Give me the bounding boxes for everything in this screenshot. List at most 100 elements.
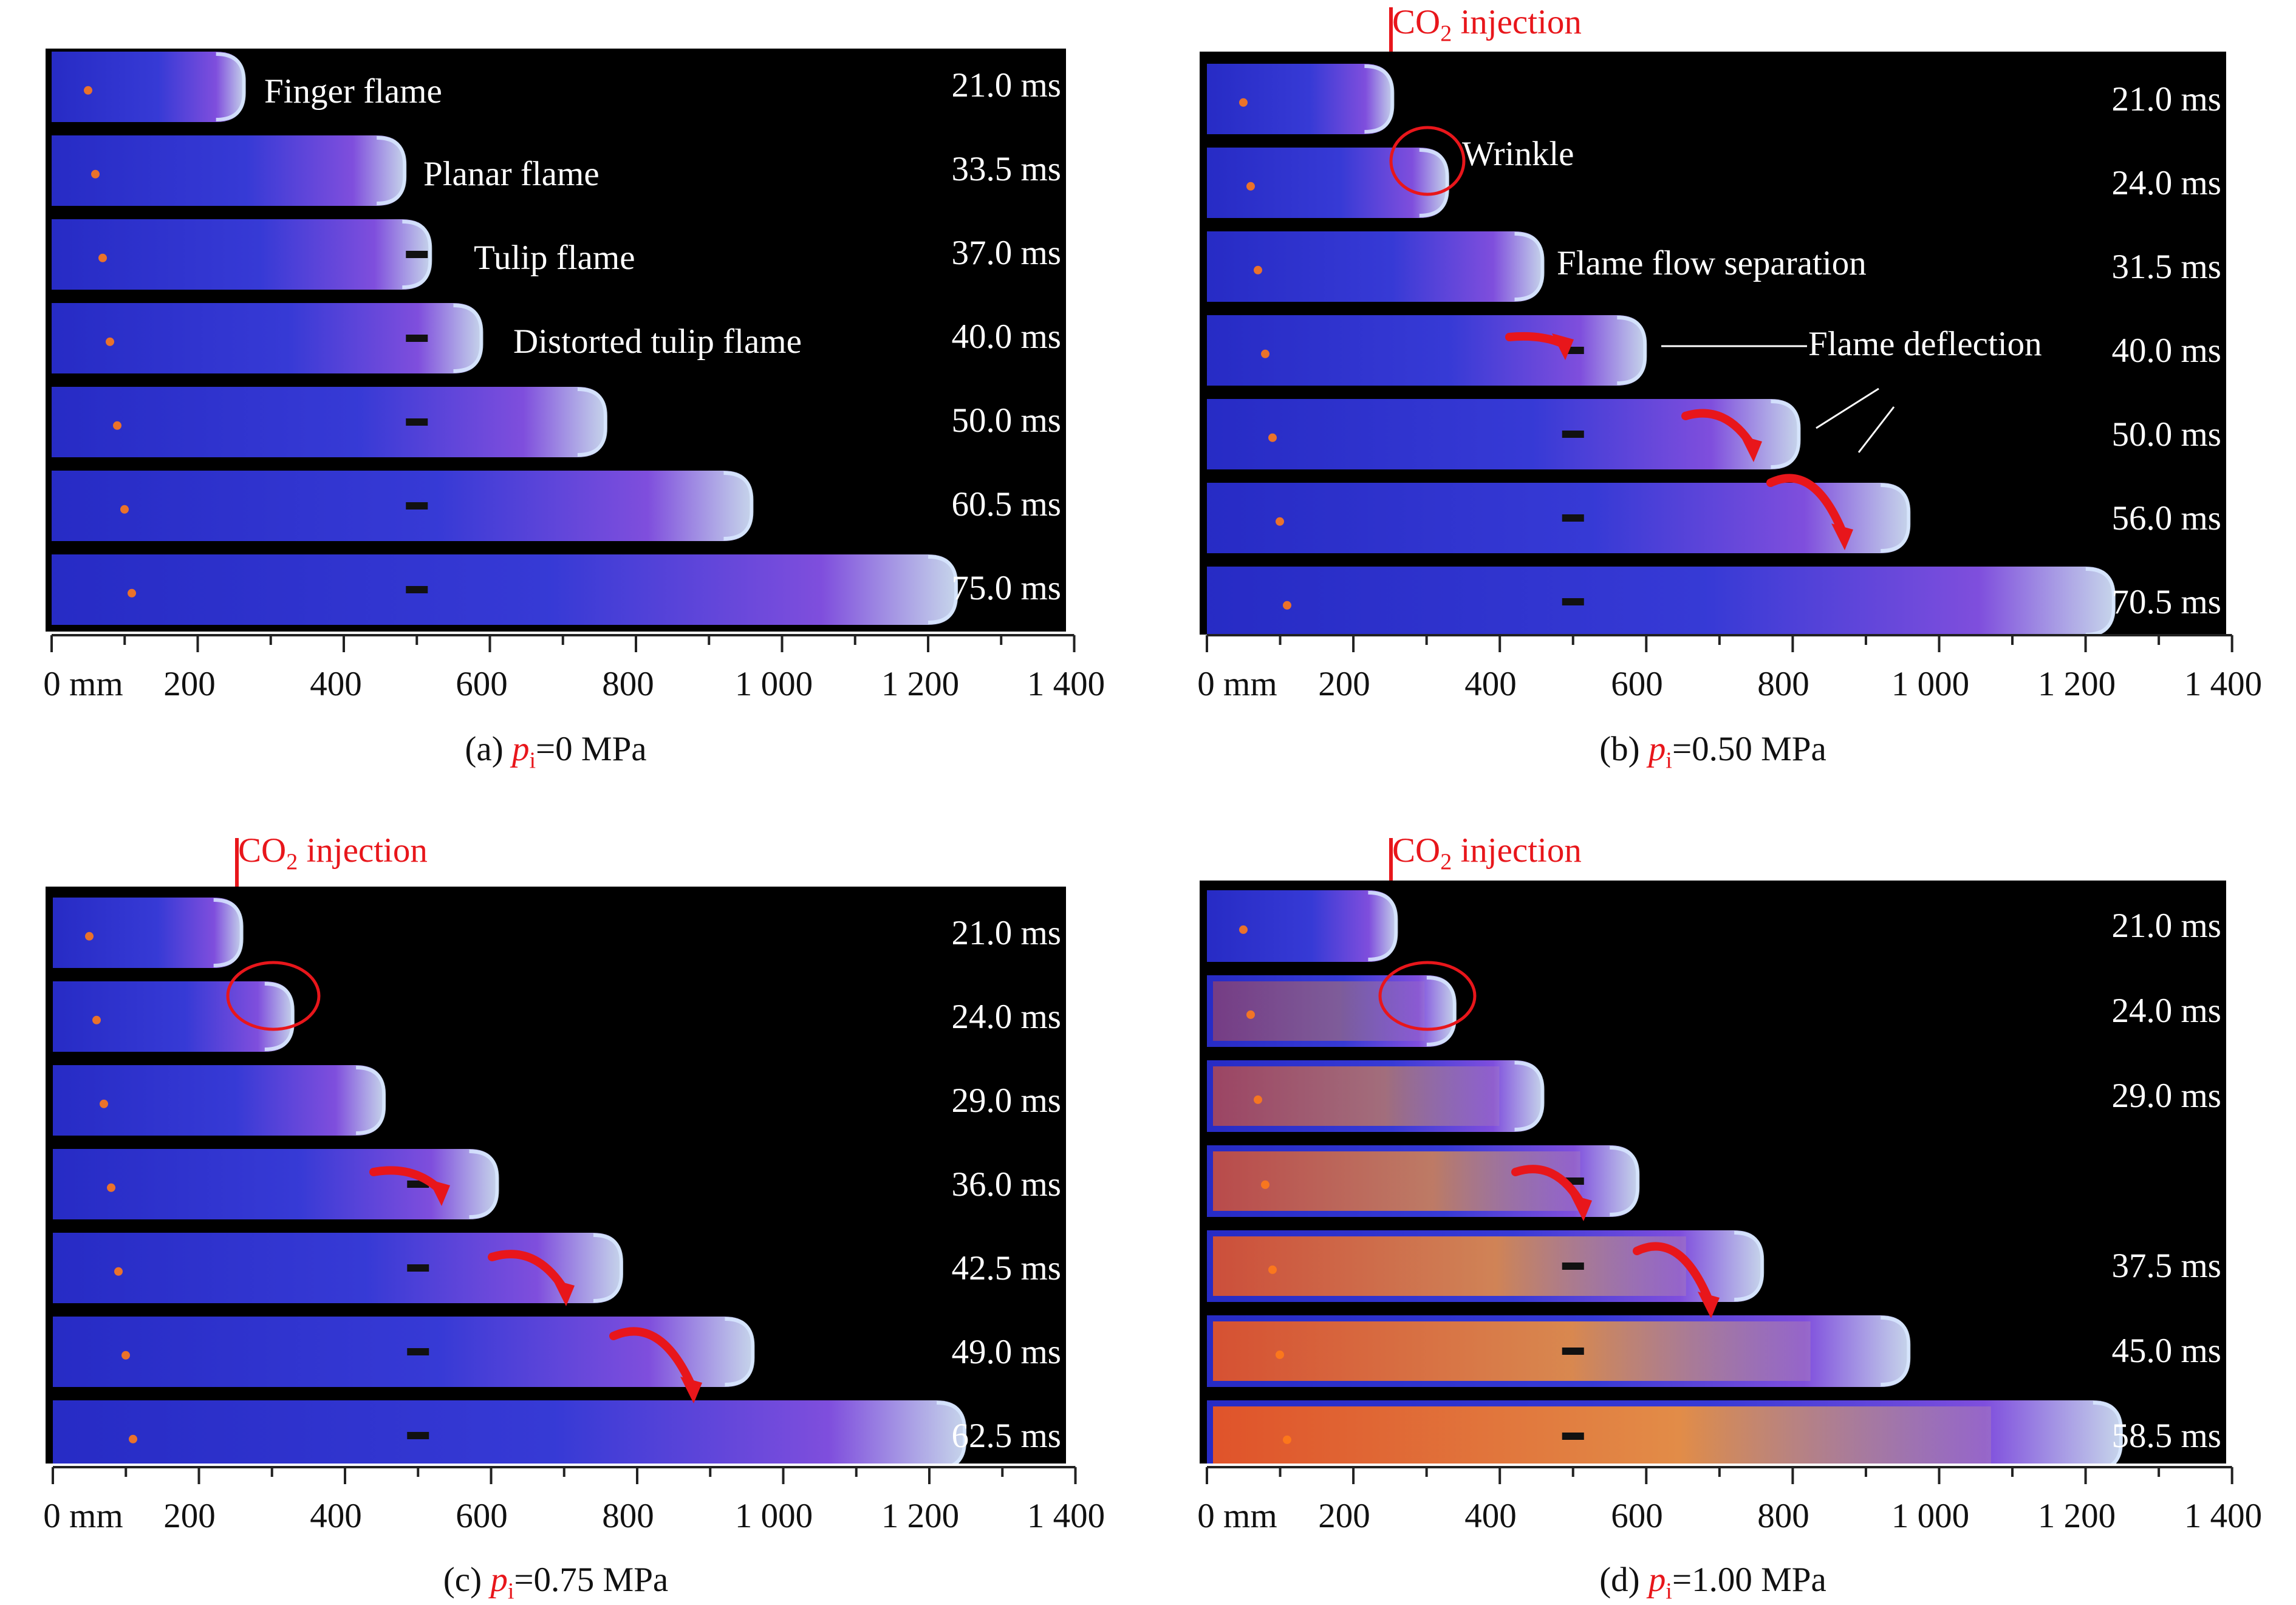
- flame-front: [52, 387, 607, 457]
- leader-line: [1857, 406, 1895, 453]
- time-label: 62.5 ms: [951, 1417, 1061, 1455]
- flame-edge: [1426, 976, 1457, 1046]
- axis-tick-label: 1 000: [734, 665, 813, 703]
- flame-edge: [725, 1317, 755, 1386]
- flame-edge: [1364, 64, 1395, 134]
- flame-front: [1207, 483, 1910, 553]
- flame-front: [52, 52, 245, 122]
- axis-tick-label: 400: [1464, 1497, 1517, 1535]
- tulip-flame-label: Tulip flame: [474, 239, 635, 277]
- hot-spot: [113, 421, 121, 430]
- time-label: 37.0 ms: [951, 234, 1061, 272]
- hot-spot: [106, 337, 114, 346]
- hot-spot: [92, 1015, 101, 1024]
- red-highlight-circle: [1389, 126, 1466, 196]
- time-label: 29.0 ms: [2111, 1077, 2221, 1115]
- caption-value: =0 MPa: [536, 730, 647, 768]
- axis-tick-label: 800: [1757, 665, 1809, 703]
- caption-subscript: i: [529, 748, 536, 774]
- red-arrow-head: [1570, 1194, 1592, 1221]
- hot-spot: [91, 169, 100, 179]
- pressure-sensor-marker: [1562, 598, 1584, 605]
- flame-front: [52, 554, 958, 625]
- hot-spot: [129, 1434, 137, 1443]
- co2-prefix: CO: [1392, 831, 1441, 870]
- time-label: 21.0 ms: [2111, 80, 2221, 118]
- flame-image-a: 21.0 ms 33.5 ms 37.0 ms 40.0 ms 50.0 ms …: [46, 49, 1066, 632]
- flame-image-b: 21.0 ms 24.0 ms 31.5 ms 40.0 ms 50.0 ms …: [1200, 52, 2226, 635]
- flame-edge: [2085, 567, 2116, 635]
- time-label: 56.0 ms: [2111, 499, 2221, 537]
- hot-spot: [1283, 601, 1291, 610]
- flame-edge: [1610, 1146, 1640, 1216]
- flame-edge: [1881, 1316, 1911, 1386]
- hot-spot: [1283, 1435, 1291, 1444]
- flame-edge: [1514, 1061, 1545, 1131]
- leader-line: [1816, 387, 1879, 429]
- axis-tick-label: 400: [1464, 665, 1517, 703]
- co2-injection-label: CO2 injection: [238, 833, 428, 873]
- time-label: 37.5 ms: [2111, 1247, 2221, 1285]
- hot-spot: [1261, 349, 1269, 358]
- flame-sequence-a: [52, 52, 958, 625]
- hot-spot: [100, 1099, 108, 1108]
- co2-prefix: CO: [1392, 3, 1441, 41]
- pressure-sensor-marker: [406, 335, 428, 342]
- time-label: 36.0 ms: [951, 1165, 1061, 1204]
- flame-front: [52, 135, 406, 206]
- hot-spot: [84, 86, 92, 95]
- pressure-sensor-marker: [407, 1348, 429, 1355]
- hot-spot: [1261, 1180, 1269, 1189]
- time-label: 50.0 ms: [951, 401, 1061, 440]
- axis-tick-label: 1 400: [1027, 665, 1105, 703]
- axis-tick-label: 800: [602, 665, 654, 703]
- flame-edge: [593, 1233, 623, 1303]
- caption-subscript: i: [1666, 748, 1672, 774]
- co2-suffix: injection: [1452, 3, 1582, 41]
- combustion-region: [1213, 1236, 1686, 1296]
- red-arrow-head: [428, 1179, 450, 1206]
- axis-tick-label: 1 400: [2184, 1497, 2263, 1535]
- pressure-sensor-marker: [406, 251, 428, 258]
- red-arrow-head: [680, 1377, 702, 1403]
- flame-edge: [1617, 316, 1647, 385]
- wrinkle-label: Wrinkle: [1462, 135, 1574, 173]
- flame-front: [52, 303, 483, 373]
- flame-edge: [469, 1150, 499, 1219]
- hot-spot: [1276, 1350, 1284, 1359]
- red-arrow-head: [1698, 1292, 1720, 1318]
- hot-spot: [107, 1183, 115, 1192]
- hot-spot: [1254, 265, 1262, 274]
- flame-edge: [1419, 148, 1449, 217]
- time-label: 50.0 ms: [2111, 415, 2221, 454]
- time-label: 24.0 ms: [951, 998, 1061, 1036]
- pressure-sensor-marker: [407, 1264, 429, 1272]
- hot-spot: [121, 1351, 130, 1360]
- red-highlight-circle: [226, 961, 321, 1031]
- axis-tick-label: 600: [456, 665, 508, 703]
- time-label: 21.0 ms: [951, 914, 1061, 952]
- axis-tick-label: 400: [310, 665, 362, 703]
- flame-edge: [1771, 400, 1801, 469]
- flame-front: [53, 981, 294, 1052]
- co2-prefix: CO: [238, 831, 287, 870]
- flame-edge: [402, 220, 432, 289]
- axis-tick-label: 200: [1318, 1497, 1370, 1535]
- axis-tick-label: 800: [1757, 1497, 1809, 1535]
- hot-spot: [120, 505, 129, 514]
- hot-spot: [114, 1267, 123, 1276]
- red-arrow-head: [1740, 435, 1762, 462]
- co2-suffix: injection: [298, 831, 428, 870]
- hot-spot: [1268, 1265, 1277, 1274]
- hot-spot: [1239, 98, 1248, 107]
- flame-image-d: 21.0 ms 24.0 ms 29.0 ms 37.5 ms 45.0 ms …: [1200, 881, 2226, 1464]
- axis-tick-label: 1 200: [881, 665, 960, 703]
- flame-front: [53, 1065, 386, 1136]
- flame-front: [53, 1317, 754, 1387]
- axis-tick-label: 1 000: [1891, 1497, 1970, 1535]
- axis-tick-label: 1 200: [881, 1497, 960, 1535]
- axis-tick-label: 600: [1611, 665, 1663, 703]
- flame-front: [1207, 64, 1394, 134]
- flame-edge: [1734, 1231, 1765, 1301]
- axis-tick-label: 200: [163, 1497, 216, 1535]
